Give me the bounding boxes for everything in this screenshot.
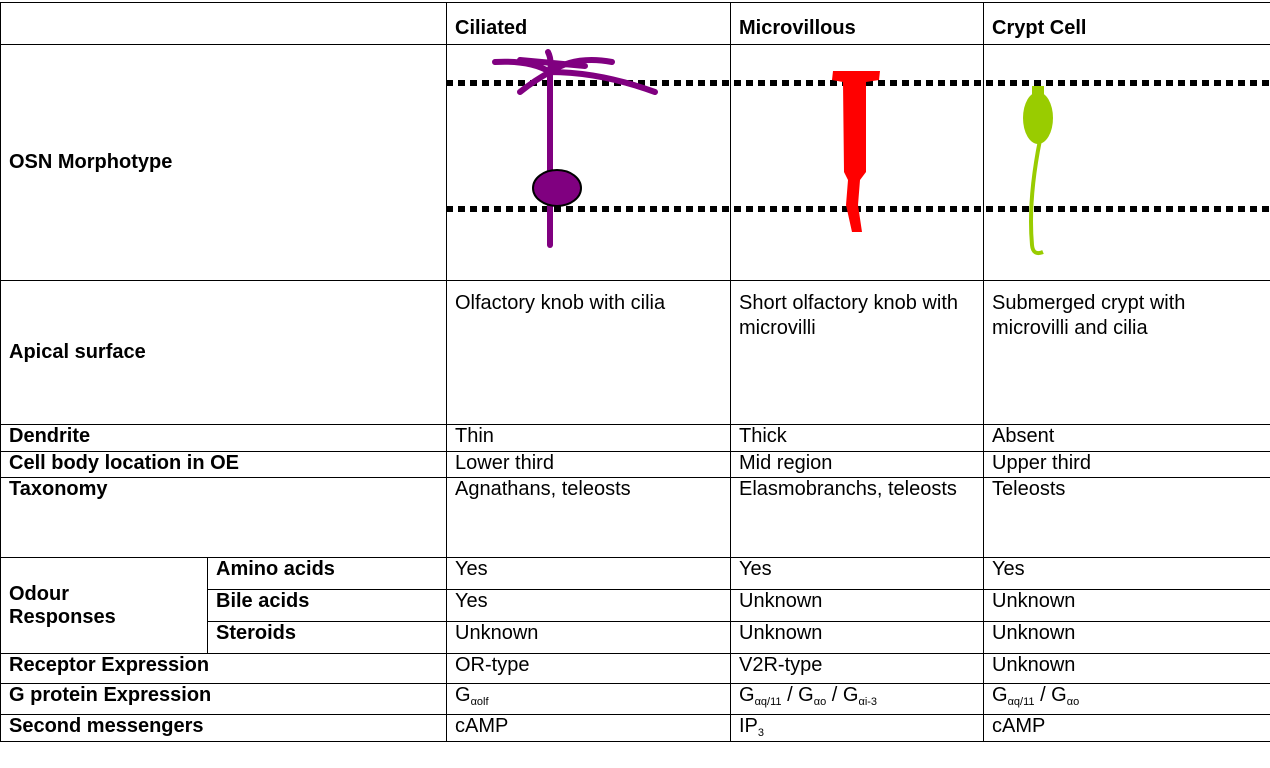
text: / G [781, 684, 814, 707]
data-cell: Yes [983, 557, 1270, 590]
table-row: Bile acids Yes Unknown Unknown [1, 589, 1270, 622]
corner-cell [0, 2, 447, 45]
drawing-cell [730, 44, 984, 281]
data-cell: Olfactory knob with cilia [446, 280, 731, 425]
row-label: Amino acids [207, 557, 447, 590]
subscript: αolf [470, 696, 489, 708]
data-cell: Lower third [446, 451, 731, 478]
data-cell: Teleosts [983, 477, 1270, 558]
data-cell: Yes [730, 557, 984, 590]
data-cell: Unknown [446, 621, 731, 654]
data-cell: Unknown [730, 589, 984, 622]
data-cell: cAMP [446, 714, 731, 742]
subscript: αo [1066, 696, 1080, 708]
data-cell: Mid region [730, 451, 984, 478]
data-cell: Agnathans, teleosts [446, 477, 731, 558]
data-cell: Unknown [983, 589, 1270, 622]
column-header: Microvillous [730, 2, 984, 45]
text: IP [739, 715, 758, 738]
subscript: αq/11 [1007, 696, 1035, 708]
data-cell: OR-type [446, 653, 731, 684]
data-cell: Gαq/11 / Gαo / Gαi-3 [730, 683, 984, 715]
table-row: Taxonomy Agnathans, teleosts Elasmobranchs… [0, 477, 1270, 558]
table-row: Odour Responses Amino acids Yes Yes Yes [0, 557, 1270, 654]
data-cell: Gαq/11 / Gαo [983, 683, 1270, 715]
table-row: Dendrite Thin Thick Absent [0, 424, 1270, 452]
comparison-table: Ciliated Microvillous Crypt Cell OSN Mor… [0, 2, 1270, 742]
row-label: Taxonomy [0, 477, 447, 558]
column-header: Crypt Cell [983, 2, 1270, 45]
row-label: Second messengers [0, 714, 447, 742]
table-row: Cell body location in OE Lower third Mid r… [0, 451, 1270, 478]
data-cell: Upper third [983, 451, 1270, 478]
text: / G [826, 684, 859, 707]
header-row: Ciliated Microvillous Crypt Cell [0, 2, 1270, 45]
text: G [992, 684, 1008, 707]
row-label: Steroids [207, 621, 447, 654]
group-text: Odour Responses [9, 582, 116, 628]
row-label: Cell body location in OE [0, 451, 447, 478]
data-cell: Unknown [983, 653, 1270, 684]
drawing-cell [446, 44, 731, 281]
data-cell: Submerged crypt with microvilli and cili… [983, 280, 1270, 425]
data-cell: Thin [446, 424, 731, 452]
data-cell: Thick [730, 424, 984, 452]
table-row: OSN Morphotype [0, 44, 1270, 281]
data-cell: Yes [446, 557, 731, 590]
row-label: Receptor Expression [0, 653, 447, 684]
data-cell: Absent [983, 424, 1270, 452]
table-body: Ciliated Microvillous Crypt Cell OSN Mor… [0, 2, 1270, 742]
subscript: αq/11 [754, 696, 782, 708]
data-cell: V2R-type [730, 653, 984, 684]
row-label: Dendrite [0, 424, 447, 452]
table-row: Second messengers cAMP IP3 cAMP [0, 714, 1270, 742]
text: G [739, 684, 755, 707]
subscript: 3 [757, 727, 765, 739]
data-cell: Unknown [730, 621, 984, 654]
group-label: Odour Responses [0, 557, 208, 654]
table-row: Apical surface Olfactory knob with cilia S… [0, 280, 1270, 425]
subscript: αi-3 [858, 696, 878, 708]
table-row: G protein Expression Gαolf Gαq/11 / Gαo / … [0, 683, 1270, 715]
data-cell: cAMP [983, 714, 1270, 742]
table-row: Steroids Unknown Unknown Unknown [1, 621, 1270, 654]
text: / G [1034, 684, 1067, 707]
text: G [455, 684, 471, 707]
data-cell: Yes [446, 589, 731, 622]
data-cell: Unknown [983, 621, 1270, 654]
row-label: OSN Morphotype [0, 44, 447, 281]
data-cell: Elasmobranchs, teleosts [730, 477, 984, 558]
subscript: αo [813, 696, 827, 708]
row-label: Bile acids [207, 589, 447, 622]
table-row: Receptor Expression OR-type V2R-type Unknow… [0, 653, 1270, 684]
row-label: Apical surface [0, 280, 447, 425]
drawing-cell [983, 44, 1270, 281]
data-cell: Gαolf [446, 683, 731, 715]
column-header: Ciliated [446, 2, 731, 45]
data-cell: IP3 [730, 714, 984, 742]
data-cell: Short olfactory knob with microvilli [730, 280, 984, 425]
row-label: G protein Expression [0, 683, 447, 715]
